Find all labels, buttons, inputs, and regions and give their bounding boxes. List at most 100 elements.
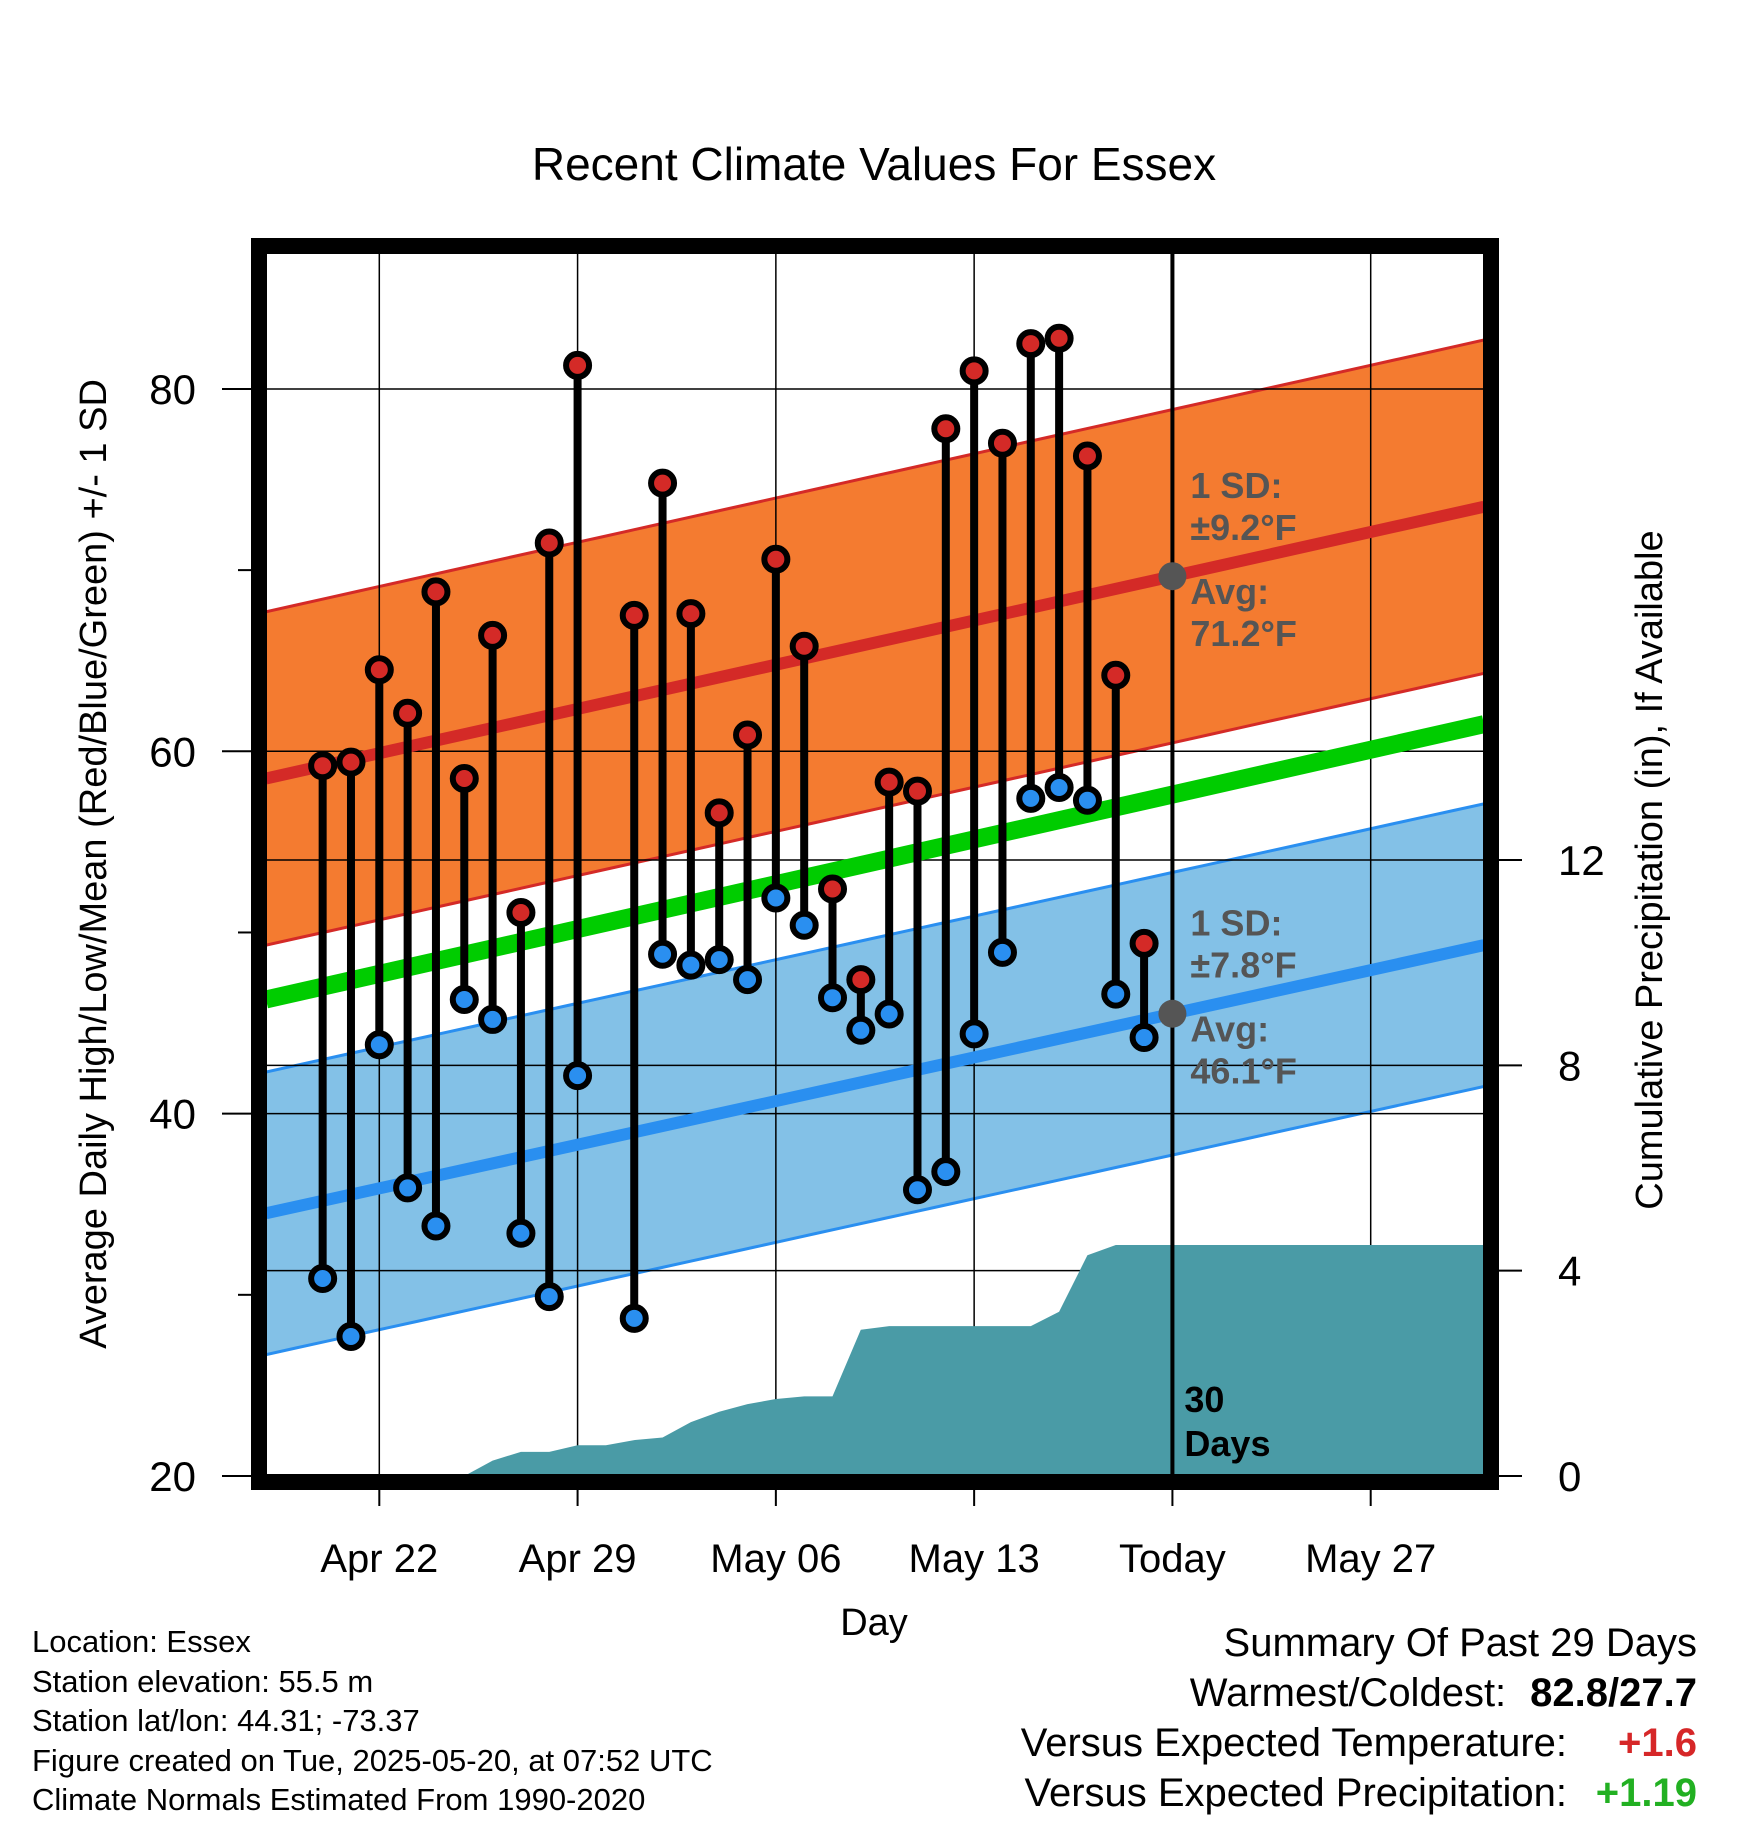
daily-high-dot: [959, 356, 989, 386]
y-tick-label: 60: [149, 728, 196, 775]
high-sd-upper-edge: [266, 338, 1484, 614]
daily-high-dot: [421, 577, 451, 607]
daily-high-dot: [364, 655, 394, 685]
daily-low-dot: [874, 999, 904, 1029]
x-tick-label: May 13: [909, 1537, 1040, 1581]
x-tick-label: Apr 29: [519, 1537, 637, 1581]
daily-low-dot: [421, 1211, 451, 1241]
x-tick-label: May 06: [710, 1537, 841, 1581]
low-sd-lower-edge: [266, 1085, 1484, 1357]
daily-high-dot: [534, 528, 564, 558]
daily-low-dot: [393, 1173, 423, 1203]
elevation-text: Station elevation: 55.5 m: [32, 1663, 374, 1699]
y-tick-label: 80: [149, 366, 196, 413]
normal-low-line: [266, 939, 1484, 1220]
daily-high-dot: [648, 468, 678, 498]
daily-low-dot: [761, 883, 791, 913]
high-today-marker: [1158, 562, 1187, 591]
y-right-tick-label: 4: [1558, 1248, 1581, 1295]
daily-low-dot: [449, 985, 479, 1015]
today-days-label: 30 Days: [1184, 1379, 1270, 1464]
plot-frame: [251, 238, 1499, 1490]
daily-high-dot: [308, 751, 338, 781]
daily-low-dot: [789, 910, 819, 940]
daily-low-dot: [1016, 783, 1046, 813]
y-right-tick-label: 8: [1558, 1042, 1581, 1089]
daily-low-dot: [1072, 785, 1102, 815]
x-tick-label: Today: [1119, 1537, 1226, 1581]
daily-low-dot: [308, 1264, 338, 1294]
daily-low-dot: [1129, 1023, 1159, 1053]
x-tick-label: May 27: [1305, 1537, 1436, 1581]
daily-low-dot: [648, 939, 678, 969]
daily-high-dot: [846, 965, 876, 995]
daily-high-dot: [987, 428, 1017, 458]
low-sd-upper-edge: [266, 802, 1484, 1074]
precip-area: [266, 1245, 1484, 1476]
low-avg-value: 46.1°F: [1190, 1051, 1296, 1092]
daily-high-dot: [336, 747, 366, 777]
daily-low-dot: [534, 1282, 564, 1312]
daily-high-dot: [704, 798, 734, 828]
daily-high-dot: [449, 763, 479, 793]
daily-high-dot: [1072, 441, 1102, 471]
low-sd-value: ±7.8°F: [1190, 945, 1296, 986]
temp-departure-label: Versus Expected Temperature:: [1020, 1721, 1567, 1765]
daily-high-dot: [733, 720, 763, 750]
daily-low-dot: [1101, 979, 1131, 1009]
daily-low-dot: [506, 1218, 536, 1248]
y-tick-label: 40: [149, 1091, 196, 1138]
daily-low-dot: [619, 1303, 649, 1333]
daily-low-dot: [478, 1004, 508, 1034]
daily-high-dot: [1044, 323, 1074, 353]
daily-high-dot: [478, 620, 508, 650]
daily-high-dot: [902, 776, 932, 806]
daily-high-dot: [1016, 329, 1046, 359]
daily-high-dot: [1101, 660, 1131, 690]
high-sd-value: ±9.2°F: [1190, 507, 1296, 548]
daily-low-dot: [336, 1321, 366, 1351]
daily-low-dot: [818, 983, 848, 1013]
daily-high-dot: [1129, 928, 1159, 958]
high-sd-lower-edge: [266, 671, 1484, 947]
low-avg-label: Avg:: [1190, 1009, 1269, 1050]
daily-high-dot: [393, 698, 423, 728]
y-right-tick-label: 0: [1558, 1453, 1581, 1500]
precip-departure-label: Versus Expected Precipitation:: [1024, 1771, 1567, 1815]
temp-departure-value: +1.6: [1618, 1721, 1697, 1765]
station-info: Location: Essex Station elevation: 55.5 …: [32, 1622, 713, 1820]
latlon-text: Station lat/lon: 44.31; -73.37: [32, 1703, 420, 1738]
created-text: Figure created on Tue, 2025-05-20, at 07…: [32, 1742, 713, 1778]
summary-panel: Summary Of Past 29 Days Warmest/Coldest:…: [1021, 1618, 1697, 1818]
x-axis-label: Day: [840, 1602, 908, 1644]
daily-low-dot: [902, 1175, 932, 1205]
warmest-coldest-value: 82.8/27.7: [1530, 1671, 1697, 1715]
daily-high-dot: [874, 767, 904, 797]
daily-high-dot: [506, 898, 536, 928]
daily-low-dot: [364, 1030, 394, 1060]
daily-high-dot: [563, 350, 593, 380]
daily-high-dot: [818, 874, 848, 904]
daily-low-dot: [704, 945, 734, 975]
y-tick-label: 20: [149, 1453, 196, 1500]
location-text: Location: Essex: [32, 1624, 251, 1659]
low-today-marker: [1158, 999, 1187, 1028]
precip-departure-value: +1.19: [1595, 1771, 1697, 1815]
daily-high-dot: [931, 414, 961, 444]
daily-low-dot: [563, 1061, 593, 1091]
high-sd-label: 1 SD:: [1190, 465, 1282, 506]
y-axis-label: Average Daily High/Low/Mean (Red/Blue/Gr…: [73, 379, 115, 1349]
warmest-coldest-label: Warmest/Coldest:: [1189, 1671, 1507, 1715]
high-avg-label: Avg:: [1190, 571, 1269, 612]
daily-low-dot: [676, 950, 706, 980]
summary-title: Summary Of Past 29 Days: [1223, 1621, 1697, 1665]
daily-low-dot: [733, 965, 763, 995]
daily-low-dot: [846, 1015, 876, 1045]
daily-low-dot: [1044, 773, 1074, 803]
daily-low-dot: [931, 1157, 961, 1187]
normal-high-line: [266, 500, 1484, 785]
daily-high-dot: [789, 631, 819, 661]
normal-mean-line: [266, 715, 1484, 1009]
y-right-tick-label: 12: [1558, 837, 1605, 884]
